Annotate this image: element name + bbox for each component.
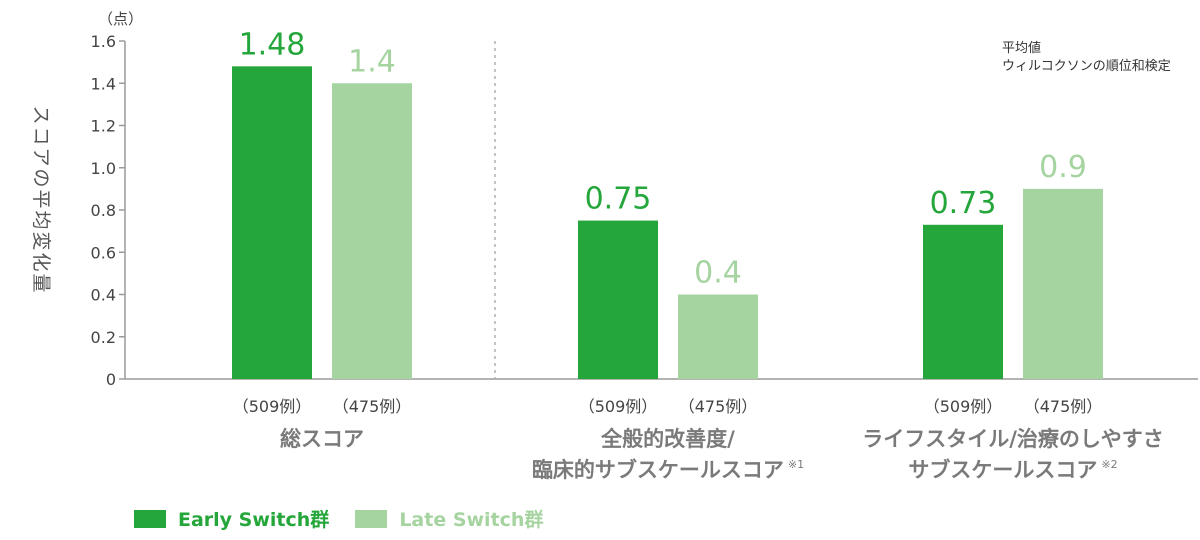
category-label: 全般的改善度/ <box>600 427 735 451</box>
annotation-line: 平均値 <box>1002 40 1041 56</box>
bar-n-label: （475例） <box>1024 397 1103 416</box>
y-tick-label: 1.4 <box>91 74 116 93</box>
category-footnote-mark: ※2 <box>1101 458 1117 471</box>
bar-late <box>1023 188 1103 379</box>
bar-value-label: 0.9 <box>1039 150 1087 185</box>
category-label: 臨床的サブスケールスコア ※1 <box>532 458 804 482</box>
y-tick-label: 0.6 <box>91 243 116 262</box>
bar-n-label: （509例） <box>924 397 1003 416</box>
bar-n-label: （475例） <box>333 397 412 416</box>
y-tick-label: 0.8 <box>91 201 116 220</box>
bar-early <box>578 220 658 379</box>
y-tick-label: 1.0 <box>91 159 116 178</box>
annotation-line: ウィルコクソンの順位和検定 <box>1002 59 1171 74</box>
bar-late <box>332 83 412 379</box>
y-tick-label: 0.2 <box>91 328 116 347</box>
legend-item-late: Late Switch群 <box>355 505 543 532</box>
bar-value-label: 0.75 <box>585 182 652 217</box>
category-label: サブスケールスコア ※2 <box>908 458 1117 482</box>
bar-value-label: 0.4 <box>694 256 742 291</box>
category-label: 総スコア <box>280 427 364 451</box>
y-tick-label: 1.2 <box>91 117 116 136</box>
bar-early <box>923 224 1003 379</box>
bar-early <box>232 66 312 379</box>
bar-n-label: （475例） <box>679 397 758 416</box>
bar-late <box>678 294 758 379</box>
bar-value-label: 1.48 <box>239 27 306 62</box>
bar-value-label: 1.4 <box>348 44 396 79</box>
legend: Early Switch群 Late Switch群 <box>134 505 569 532</box>
legend-item-early: Early Switch群 <box>134 505 329 532</box>
legend-swatch-late <box>355 509 388 528</box>
y-axis-title: スコアの平均変化量 <box>30 105 52 294</box>
category-footnote-mark: ※1 <box>788 458 804 471</box>
legend-swatch-early <box>134 509 166 528</box>
y-tick-label: 0 <box>106 370 116 389</box>
y-unit-label: （点） <box>98 10 143 28</box>
y-tick-label: 1.6 <box>91 32 116 51</box>
bar-value-label: 0.73 <box>930 186 997 221</box>
bar-n-label: （509例） <box>233 397 312 416</box>
bar-n-label: （509例） <box>579 397 658 416</box>
legend-label-late: Late Switch群 <box>399 509 544 531</box>
legend-label-early: Early Switch群 <box>178 509 330 531</box>
y-tick-label: 0.4 <box>91 286 116 305</box>
category-label: ライフスタイル/治療のしやすさ <box>862 427 1163 451</box>
